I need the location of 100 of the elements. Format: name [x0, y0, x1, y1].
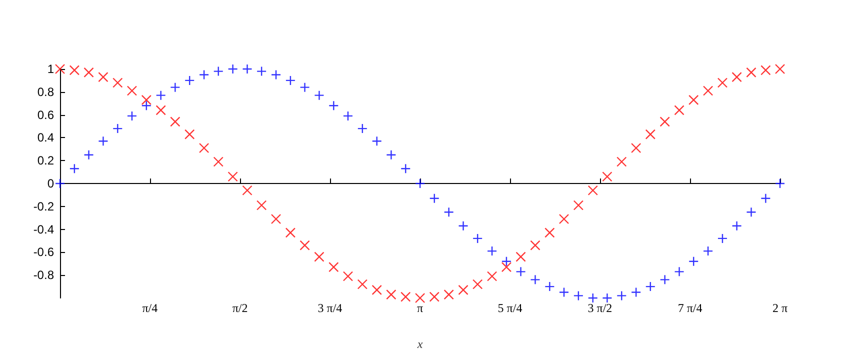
point	[156, 105, 166, 116]
point	[660, 116, 670, 127]
x-tick-label: 3 π/2	[588, 301, 612, 315]
point	[342, 271, 354, 282]
point	[774, 64, 786, 74]
point	[602, 292, 612, 304]
point	[573, 200, 584, 210]
point	[573, 290, 584, 301]
point	[414, 178, 426, 189]
point	[386, 289, 396, 300]
point	[126, 110, 138, 122]
point	[357, 279, 368, 290]
point	[602, 172, 612, 182]
point	[126, 86, 138, 96]
point	[458, 220, 468, 231]
point	[170, 82, 180, 92]
point	[688, 94, 699, 106]
point	[228, 64, 238, 74]
point	[328, 262, 339, 272]
point	[458, 284, 468, 296]
point	[328, 100, 339, 111]
point	[372, 136, 382, 146]
y-tick-label: -0.8	[33, 268, 54, 282]
point	[732, 72, 742, 82]
point	[285, 228, 296, 238]
y-tick-label: -0.2	[33, 199, 54, 214]
point	[314, 90, 324, 100]
point	[558, 287, 570, 298]
point	[444, 289, 454, 300]
point	[486, 246, 498, 256]
point	[342, 110, 354, 122]
point	[530, 274, 540, 285]
point	[746, 207, 756, 218]
point	[444, 207, 454, 218]
point	[256, 200, 267, 210]
point	[702, 86, 714, 96]
point	[486, 271, 498, 282]
x-axis-title: x	[416, 337, 424, 351]
point	[357, 123, 368, 134]
point	[544, 281, 555, 292]
point	[558, 214, 570, 224]
point	[760, 65, 771, 76]
point	[429, 193, 440, 204]
point	[242, 64, 252, 74]
point	[588, 185, 598, 196]
y-tick-label: 0.6	[37, 108, 54, 122]
point	[54, 64, 66, 74]
point	[774, 178, 786, 189]
point	[170, 116, 180, 127]
point	[84, 67, 94, 78]
point	[400, 164, 411, 174]
point	[746, 67, 756, 78]
point	[184, 129, 195, 140]
x-tick-label: 2 π	[772, 301, 788, 315]
x-tick-label: 7 π/4	[678, 301, 702, 315]
point	[674, 266, 684, 277]
point	[84, 150, 94, 160]
y-tick-label: 1	[47, 62, 54, 76]
point	[198, 142, 210, 154]
point	[69, 65, 80, 76]
point	[184, 75, 195, 86]
point	[472, 279, 483, 290]
point	[414, 292, 426, 304]
point	[516, 266, 526, 277]
point	[213, 66, 224, 76]
y-tick-label: -0.4	[33, 222, 54, 236]
point	[213, 156, 224, 167]
point	[645, 129, 656, 140]
point	[256, 66, 267, 76]
point	[300, 82, 310, 92]
point	[688, 256, 699, 266]
point	[530, 240, 540, 250]
point	[645, 281, 656, 292]
point	[717, 78, 728, 88]
y-tick-label: -0.6	[33, 245, 54, 260]
point	[674, 105, 684, 116]
point	[98, 136, 108, 146]
x-tick-label: π/4	[142, 301, 158, 315]
point	[69, 164, 80, 174]
point	[156, 90, 166, 100]
y-tick-label: 0	[47, 176, 54, 190]
point	[501, 256, 512, 266]
point	[372, 284, 382, 296]
point	[228, 172, 238, 182]
point	[270, 214, 282, 224]
point	[429, 292, 440, 302]
y-tick-label: 0.4	[37, 130, 54, 145]
point	[400, 292, 411, 302]
point	[616, 156, 627, 167]
point	[717, 233, 728, 244]
point	[516, 252, 526, 262]
point	[630, 287, 642, 298]
point	[588, 292, 598, 304]
point	[702, 246, 714, 256]
point	[54, 178, 66, 189]
point	[141, 100, 152, 111]
point	[112, 123, 123, 134]
point	[300, 240, 310, 250]
point	[760, 193, 771, 204]
point	[501, 262, 512, 272]
